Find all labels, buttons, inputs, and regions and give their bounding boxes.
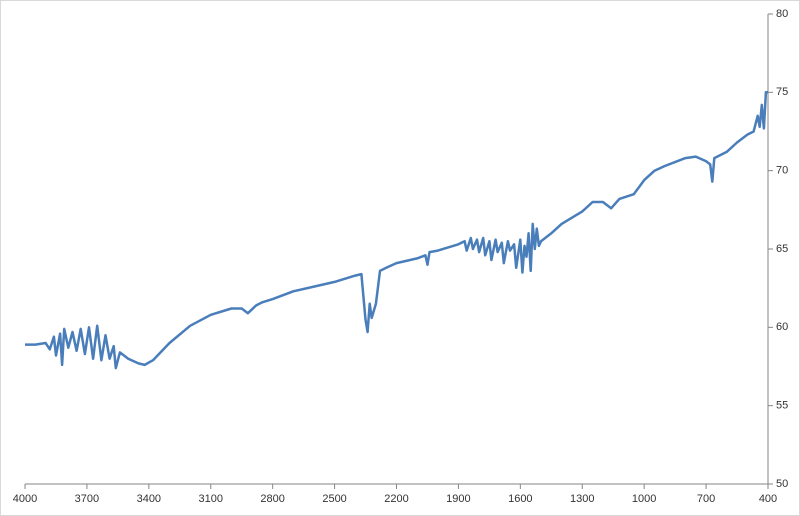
x-tick-label: 1600	[508, 493, 532, 505]
y-tick-label: 50	[776, 478, 788, 490]
x-tick-label: 2500	[322, 493, 346, 505]
y-tick-label: 65	[776, 243, 788, 255]
x-tick-label: 3100	[199, 493, 223, 505]
x-tick-label: 4000	[13, 493, 37, 505]
data-line	[25, 91, 768, 370]
x-tick-label: 700	[697, 493, 715, 505]
x-tick-label: 1000	[632, 493, 656, 505]
x-tick-label: 2200	[384, 493, 408, 505]
x-tick-label: 1900	[446, 493, 470, 505]
x-tick-label: 400	[759, 493, 777, 505]
x-tick-label: 1300	[570, 493, 594, 505]
y-tick-label: 70	[776, 165, 788, 177]
y-tick-label: 75	[776, 86, 788, 98]
x-tick-label: 2800	[260, 493, 284, 505]
x-tick-label: 3400	[137, 493, 161, 505]
y-tick-label: 80	[776, 8, 788, 20]
y-tick-label: 55	[776, 400, 788, 412]
x-tick-label: 3700	[75, 493, 99, 505]
y-tick-label: 60	[776, 321, 788, 333]
